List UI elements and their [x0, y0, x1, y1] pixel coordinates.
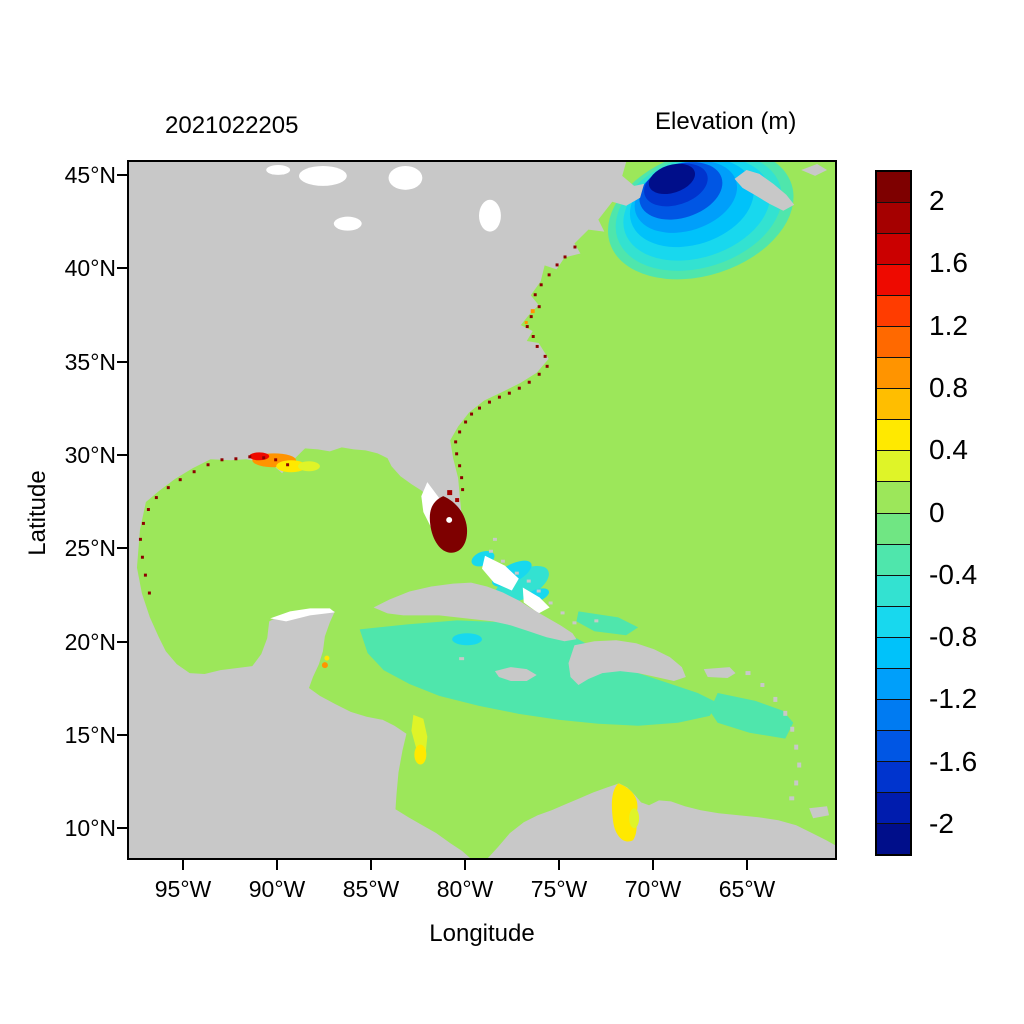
x-tick-mark	[464, 860, 466, 870]
x-tick-label: 80°W	[436, 876, 494, 902]
colorbar-label: 0	[929, 497, 945, 528]
colorbar-segment	[877, 388, 910, 420]
y-tick-mark	[117, 454, 127, 456]
colorbar-label: 1.2	[929, 310, 968, 341]
y-tick-label: 40°N	[64, 255, 116, 281]
colorbar-label: -1.2	[929, 683, 978, 714]
bahama-banks-nodata	[482, 555, 519, 591]
colorbar-segment	[877, 729, 910, 761]
y-tick-mark	[117, 547, 127, 549]
x-tick-mark	[276, 860, 278, 870]
colorbar-segment	[877, 264, 910, 296]
x-tick-mark	[558, 860, 560, 870]
islands	[373, 537, 830, 819]
x-tick-label: 70°W	[624, 876, 682, 902]
x-tick-label: 75°W	[530, 876, 588, 902]
colorbar-segment	[877, 698, 910, 730]
x-axis-title: Longitude	[429, 920, 535, 947]
y-tick-label: 25°N	[64, 535, 116, 561]
colorbar-segment	[877, 636, 910, 668]
y-tick-mark	[117, 267, 127, 269]
colorbar-segment	[877, 543, 910, 575]
coastal-surge-speckles	[138, 245, 577, 595]
island-jamaica	[494, 667, 537, 682]
island-hispaniola	[568, 640, 686, 685]
colorbar-segment	[877, 450, 910, 482]
colorbar-segment	[877, 605, 910, 637]
x-tick-label: 95°W	[154, 876, 212, 902]
colorbar-label: 0.4	[929, 434, 968, 465]
y-tick-label: 15°N	[64, 722, 116, 748]
colorbar-segment	[877, 512, 910, 544]
map-canvas	[129, 162, 835, 858]
caribbean-negative-anomaly	[359, 551, 794, 739]
colorbar-segment	[877, 172, 910, 203]
land-south-america	[487, 783, 835, 858]
colorbar-segments	[877, 172, 910, 855]
y-tick-label: 10°N	[64, 815, 116, 841]
colorbar-label: -0.8	[929, 621, 978, 652]
x-tick-label: 85°W	[342, 876, 400, 902]
colorbar-segment	[877, 326, 910, 358]
colorbar-segment	[877, 419, 910, 451]
lakes-and-nodata	[266, 164, 501, 622]
colorbar-segment	[877, 667, 910, 699]
y-tick-mark	[117, 361, 127, 363]
colorbar-label: 0.8	[929, 372, 968, 403]
x-tick-mark	[370, 860, 372, 870]
colorbar-segment	[877, 233, 910, 265]
colorbar-label: -0.4	[929, 559, 978, 590]
colorbar-label: 2	[929, 185, 945, 216]
y-axis-title: Latitude	[24, 470, 51, 556]
x-tick-mark	[182, 860, 184, 870]
yucatan-coast-nodata	[270, 608, 335, 622]
colorbar-segment	[877, 481, 910, 513]
venezuela-coast-anomaly	[611, 783, 638, 842]
y-tick-mark	[117, 827, 127, 829]
island-cuba	[373, 582, 577, 642]
y-tick-label: 30°N	[64, 442, 116, 468]
map-plot	[127, 160, 837, 860]
x-tick-mark	[652, 860, 654, 870]
island-puerto-rico	[703, 667, 736, 679]
colorbar-segment	[877, 791, 910, 823]
colorbar-label: -1.6	[929, 746, 978, 777]
y-tick-label: 20°N	[64, 629, 116, 655]
x-tick-label: 65°W	[718, 876, 776, 902]
colorbar-segment	[877, 202, 910, 234]
colorbar-segment	[877, 295, 910, 327]
y-tick-mark	[117, 734, 127, 736]
plot-timestamp: 2021022205	[165, 112, 299, 139]
colorbar-segment	[877, 574, 910, 606]
colorbar-segment	[877, 760, 910, 792]
colorbar-segment	[877, 357, 910, 389]
y-tick-mark	[117, 174, 127, 176]
island-trinidad	[809, 806, 830, 819]
x-tick-mark	[746, 860, 748, 870]
x-tick-label: 90°W	[248, 876, 306, 902]
colorbar-title: Elevation (m)	[655, 108, 797, 135]
land-north-america	[129, 162, 828, 858]
y-tick-label: 45°N	[64, 162, 116, 188]
land-nova-scotia	[734, 169, 795, 211]
colorbar-label: 1.6	[929, 247, 968, 278]
south-florida-surge-maximum	[429, 496, 468, 553]
colorbar-segment	[877, 822, 910, 855]
y-tick-label: 35°N	[64, 349, 116, 375]
y-tick-mark	[117, 641, 127, 643]
colorbar-label: -2	[929, 808, 954, 839]
colorbar	[875, 170, 912, 856]
